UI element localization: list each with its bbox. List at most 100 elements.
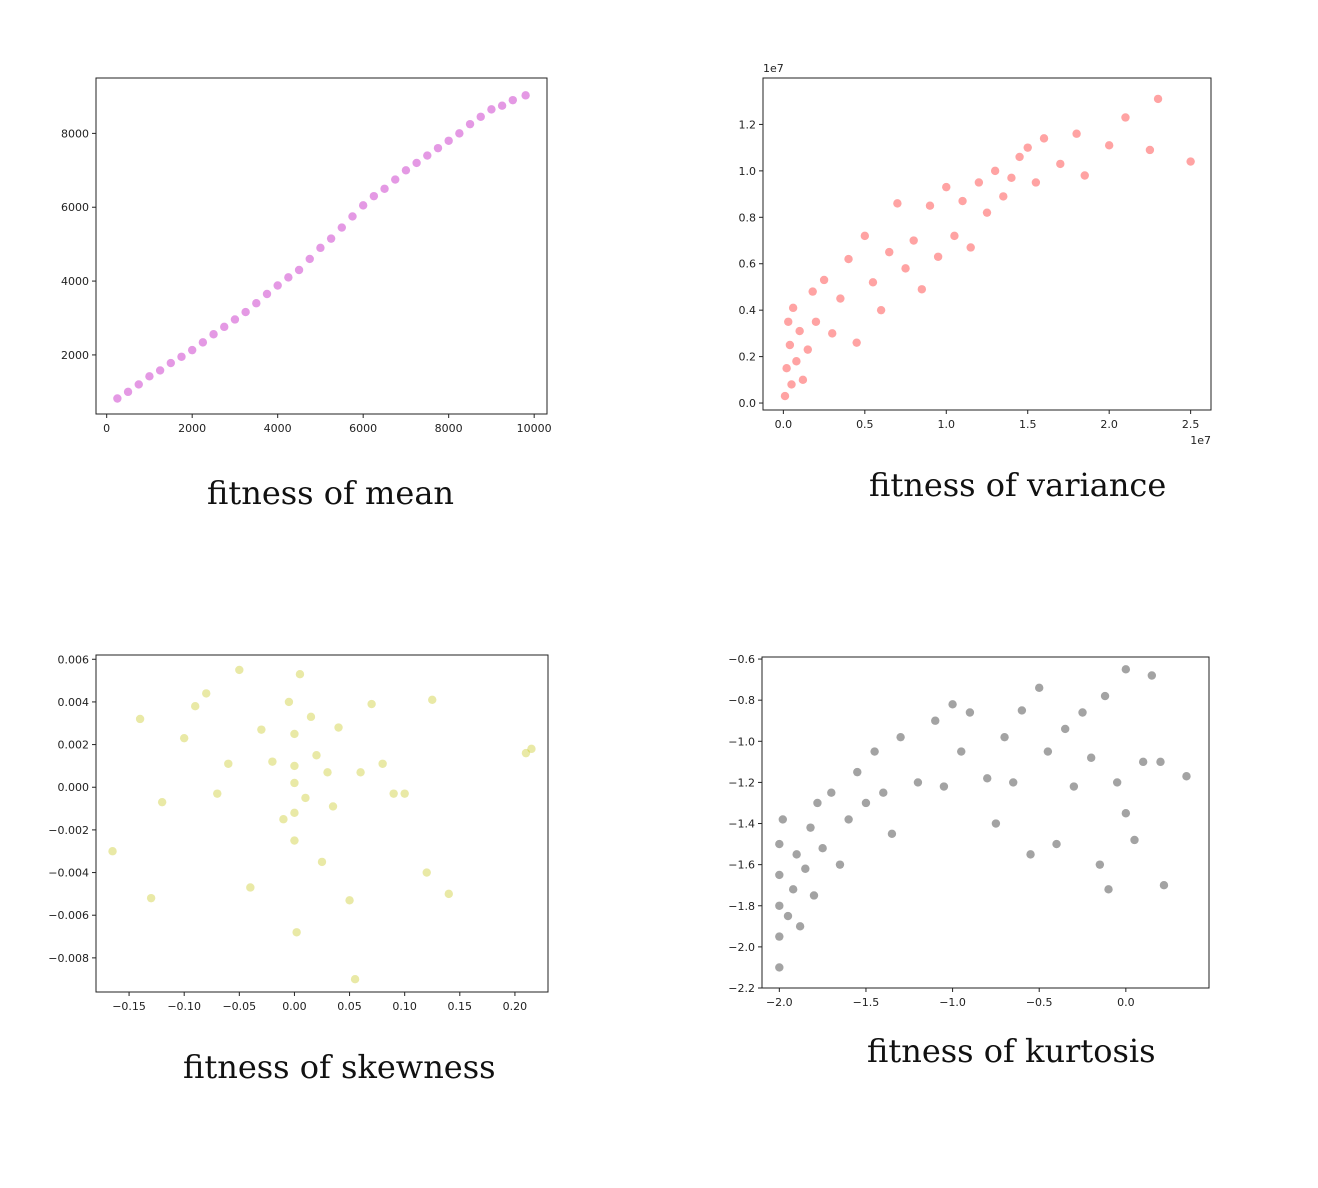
- data-point: [433, 143, 443, 153]
- data-point: [1023, 143, 1032, 152]
- data-point: [775, 839, 784, 849]
- data-point: [279, 815, 288, 824]
- x-tick-label: 1.5: [1019, 418, 1037, 431]
- y-offset-label: 1e7: [763, 62, 784, 75]
- data-point: [345, 896, 354, 905]
- data-points: [775, 665, 1191, 972]
- data-point: [350, 975, 360, 984]
- data-point: [787, 380, 796, 389]
- x-offset-label: 1e7: [1190, 434, 1211, 447]
- scatter-chart-variance: 0.0 0.5 1.0 1.5 2.0 2.5 0.0 0.2 0.4 0.6 0.8 1.0 1.2 1…: [739, 62, 1212, 447]
- y-tick-label: 0.006: [58, 653, 90, 666]
- data-point: [1159, 881, 1169, 890]
- y-tick-label: −1.2: [728, 776, 755, 789]
- data-point: [444, 889, 453, 899]
- data-point: [792, 850, 801, 859]
- data-point: [808, 287, 817, 296]
- data-point: [391, 175, 400, 184]
- data-point: [1026, 850, 1035, 859]
- data-point: [782, 364, 791, 373]
- plot-frame: [762, 77, 1212, 411]
- chart-caption-mean: fitness of mean: [207, 474, 455, 512]
- x-tick-label: −2.0: [766, 996, 793, 1009]
- data-point: [294, 265, 304, 275]
- data-point: [1000, 732, 1009, 742]
- y-tick-label: −2.0: [728, 941, 755, 954]
- data-point: [301, 793, 310, 803]
- data-point: [1112, 778, 1122, 787]
- x-tick-label: −0.15: [112, 1000, 146, 1013]
- chart-panel-kurtosis: −2.0 −1.5 −1.0 −0.5 0.0 −2.2 −2.0 −1.8 −1.6 −1.4 −…: [659, 594, 1318, 1188]
- data-point: [337, 223, 347, 232]
- data-point: [965, 708, 975, 717]
- data-point: [290, 836, 299, 845]
- data-point: [423, 151, 432, 160]
- x-tick-label: 0.05: [337, 1000, 362, 1013]
- y-tick-label: 4000: [61, 275, 89, 288]
- data-point: [966, 243, 975, 252]
- data-point: [775, 932, 784, 941]
- y-tick-label: 1.0: [739, 165, 757, 178]
- data-point: [1153, 94, 1163, 104]
- data-point: [230, 315, 240, 324]
- data-point: [958, 196, 967, 206]
- x-tick-label: 8000: [435, 422, 463, 435]
- data-point: [380, 184, 389, 193]
- data-point: [400, 789, 409, 798]
- data-point: [241, 307, 250, 317]
- data-point: [1069, 782, 1079, 791]
- y-tick-label: 2000: [61, 349, 89, 362]
- y-tick-label: −1.4: [728, 818, 755, 831]
- data-point: [1031, 178, 1041, 187]
- data-point: [792, 357, 801, 366]
- data-point: [273, 281, 282, 290]
- data-point: [422, 868, 431, 877]
- data-point: [323, 768, 332, 777]
- y-tick-label: 0.000: [58, 781, 90, 794]
- chart-caption-variance: fitness of variance: [869, 466, 1167, 504]
- data-point: [444, 136, 453, 145]
- data-point: [1015, 152, 1024, 162]
- data-point: [187, 345, 197, 355]
- data-point: [861, 798, 871, 808]
- data-point: [1138, 757, 1148, 767]
- data-point: [316, 243, 325, 253]
- x-tick-label: −1.5: [853, 996, 880, 1009]
- scatter-chart-skewness: −0.15 −0.10 −0.05 0.00 0.05 0.10 0.15 0.20 −0.00…: [48, 653, 549, 1013]
- data-point: [1145, 145, 1155, 155]
- data-point: [931, 716, 940, 725]
- data-point: [876, 305, 886, 315]
- data-point: [775, 963, 784, 972]
- data-point: [860, 231, 870, 241]
- data-point: [1147, 671, 1157, 680]
- chart-caption-skewness: fitness of skewness: [183, 1048, 496, 1086]
- data-point: [257, 725, 266, 734]
- y-tick-label: −0.002: [48, 824, 89, 837]
- data-point: [334, 723, 343, 732]
- data-point: [527, 744, 536, 754]
- data-point: [809, 891, 819, 900]
- data-point: [497, 101, 507, 110]
- data-point: [852, 338, 861, 347]
- data-point: [290, 729, 299, 739]
- data-point: [811, 317, 821, 326]
- data-point: [1121, 665, 1131, 674]
- y-tick-label: −0.8: [728, 694, 755, 707]
- data-point: [348, 212, 357, 221]
- data-point: [134, 380, 143, 389]
- data-point: [123, 387, 133, 397]
- data-point: [780, 391, 790, 401]
- x-tick-label: 0.5: [856, 418, 874, 431]
- data-point: [798, 375, 808, 385]
- data-point: [950, 231, 959, 241]
- x-tick-label: 2000: [178, 422, 206, 435]
- data-point: [146, 893, 156, 903]
- data-point: [155, 366, 165, 375]
- data-point: [783, 911, 793, 921]
- x-tick-label: −0.10: [167, 1000, 201, 1013]
- data-point: [209, 330, 218, 339]
- scatter-chart-mean: 0 2000 4000 6000 8000 10000 2000 4000 6000 8000: [61, 77, 552, 435]
- data-point: [853, 767, 862, 777]
- y-tick-label: 0.002: [58, 739, 90, 752]
- x-tick-label: −1.0: [939, 996, 966, 1009]
